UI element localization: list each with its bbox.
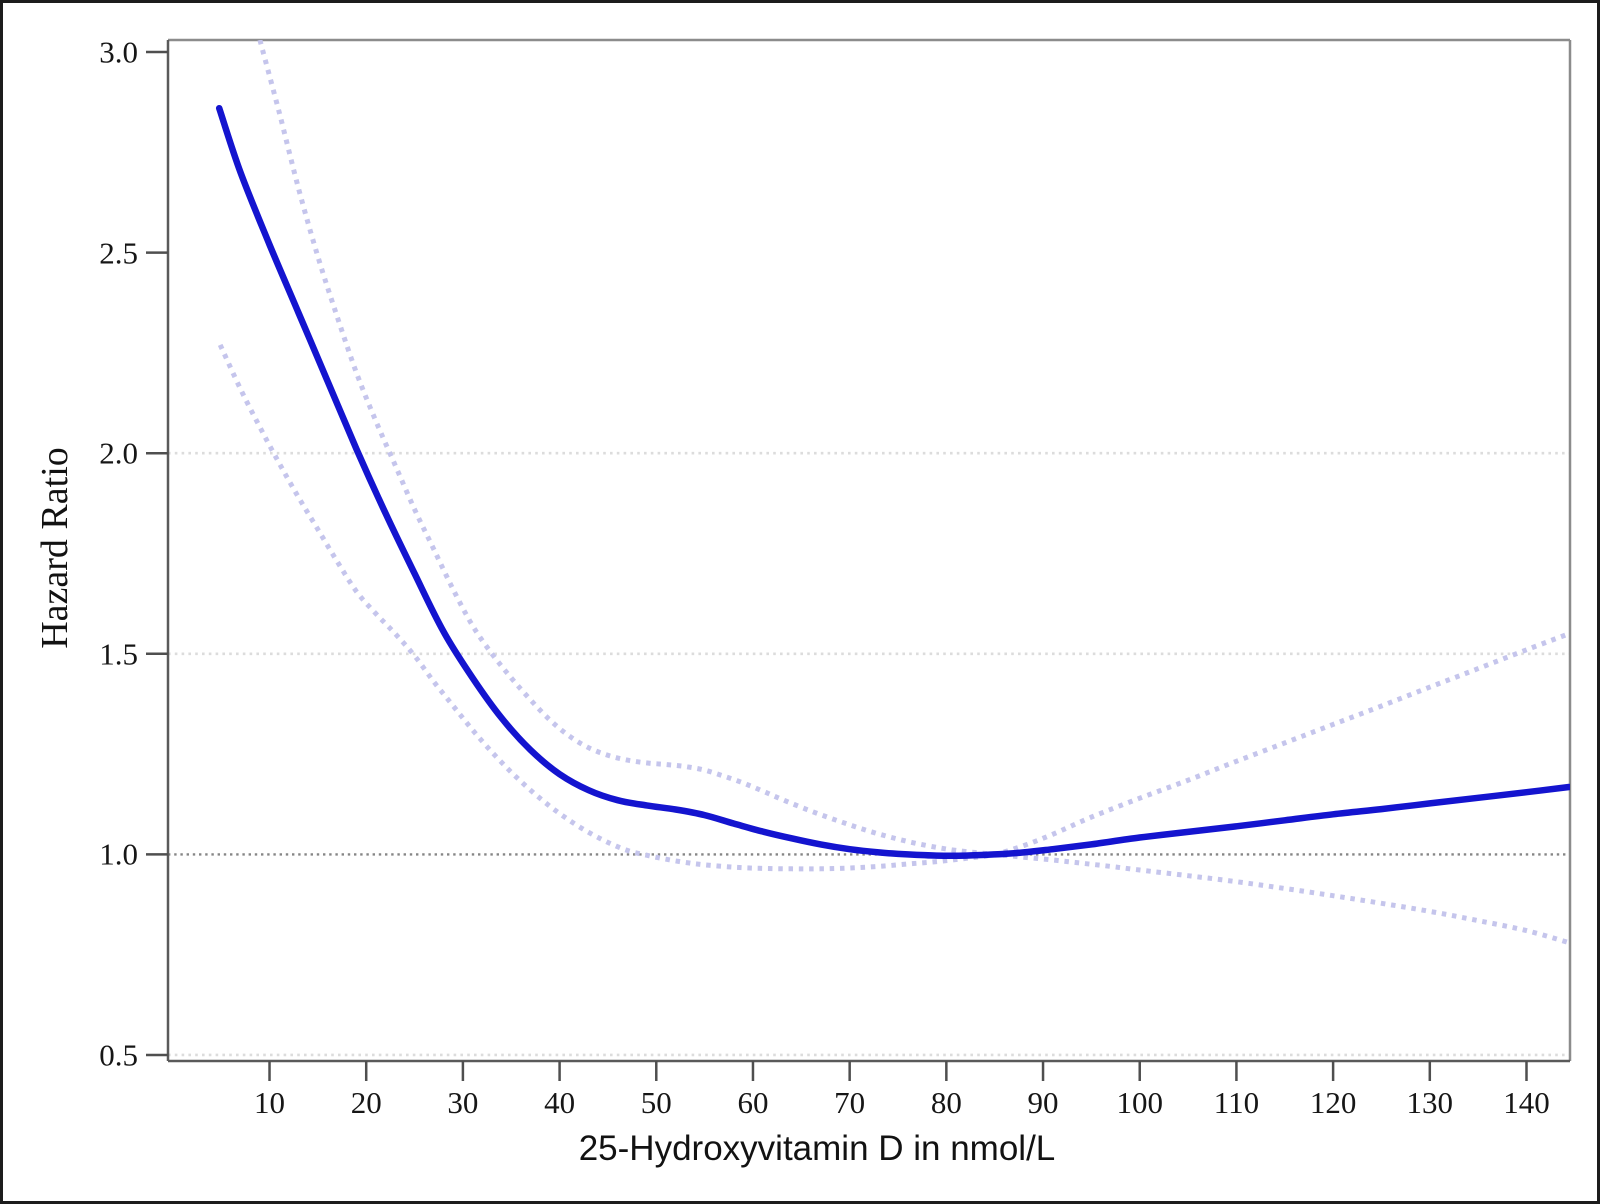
- y-tick-label: 1.0: [99, 836, 138, 872]
- x-tick-label: 60: [737, 1085, 769, 1120]
- x-axis-title: 25-Hydroxyvitamin D in nmol/L: [578, 1129, 1056, 1168]
- x-tick-label: 120: [1309, 1085, 1357, 1120]
- y-axis-title: Hazard Ratio: [34, 447, 76, 649]
- y-tick-label: 0.5: [99, 1037, 138, 1073]
- x-tick-label: 70: [834, 1085, 866, 1120]
- x-tick-label: 10: [254, 1085, 286, 1120]
- x-tick-label: 30: [447, 1085, 479, 1120]
- x-tick-label: 130: [1406, 1085, 1454, 1120]
- hazard-ratio-line: [215, 104, 1570, 859]
- x-tick-label: 140: [1503, 1085, 1550, 1120]
- chart-canvas: [146, 38, 1572, 1081]
- x-tick-label: 100: [1116, 1085, 1163, 1120]
- ci-line-a: [257, 40, 1570, 946]
- x-tick-label: 50: [640, 1085, 672, 1120]
- x-tick-label: 20: [350, 1085, 382, 1120]
- y-tick-label: 1.5: [99, 636, 138, 672]
- x-tick-label: 110: [1213, 1085, 1260, 1120]
- x-tick-label: 80: [930, 1085, 962, 1120]
- y-tick-label: 2.5: [99, 235, 138, 271]
- x-tick-label: 40: [544, 1085, 576, 1120]
- y-tick-label: 3.0: [99, 34, 138, 70]
- x-tick-label: 90: [1027, 1085, 1059, 1120]
- ci-line-b: [217, 343, 1570, 872]
- y-tick-label: 2.0: [99, 435, 138, 471]
- hazard-ratio-chart: Hazard Ratio 25-Hydroxyvitamin D in nmol…: [3, 3, 1597, 1201]
